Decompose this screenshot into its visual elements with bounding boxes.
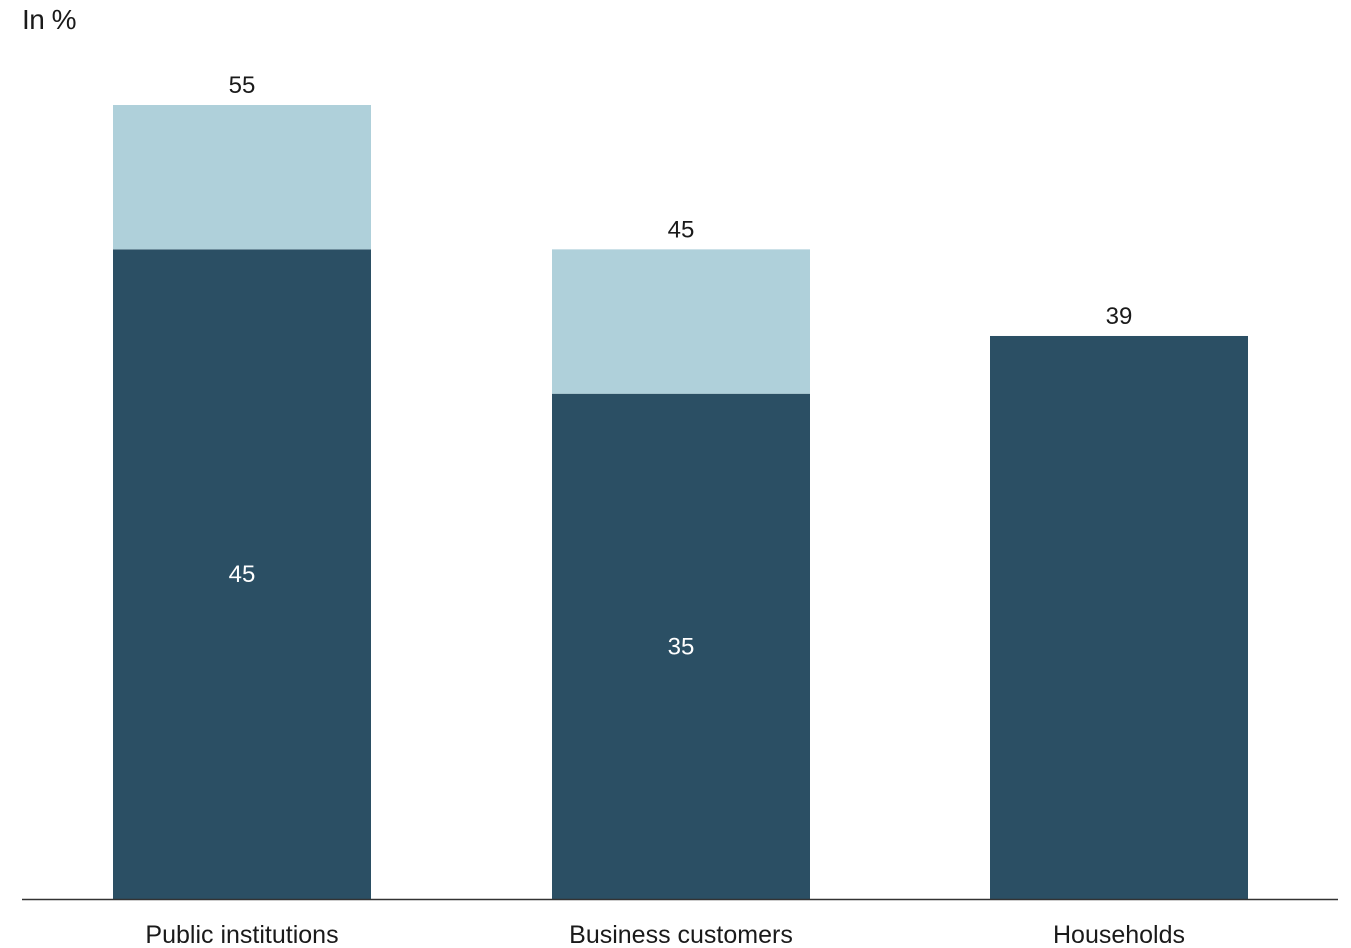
total-value-label: 39 xyxy=(1106,303,1133,330)
category-label: Business customers xyxy=(569,921,793,948)
category-label: Households xyxy=(1053,921,1185,948)
total-value-label: 45 xyxy=(668,216,695,243)
category-label: Public institutions xyxy=(145,921,338,948)
bar-segment xyxy=(113,249,371,899)
unit-label: In % xyxy=(22,4,77,35)
segment-value-label: 45 xyxy=(229,561,256,588)
segment-value-label: 35 xyxy=(668,633,695,660)
total-value-label: 55 xyxy=(229,72,256,99)
bar-segment xyxy=(552,249,810,394)
bar-segment xyxy=(990,335,1248,899)
bar-segment xyxy=(113,105,371,250)
bar-segment xyxy=(552,393,810,899)
